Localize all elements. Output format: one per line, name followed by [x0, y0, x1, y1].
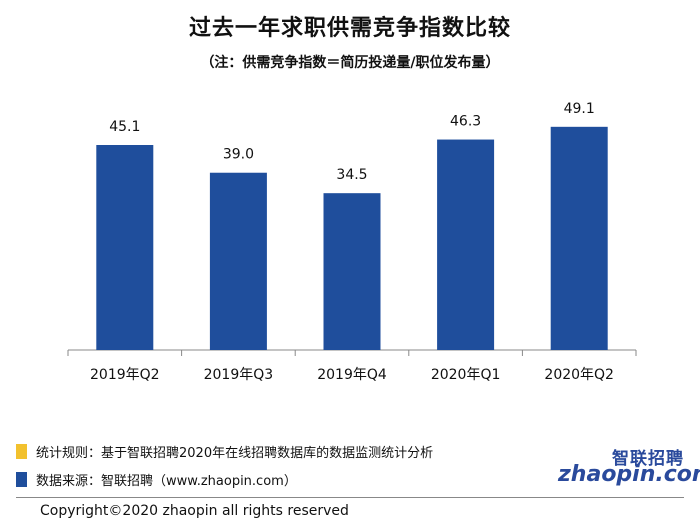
yellow-square-icon [16, 444, 27, 459]
x-tick-label: 2020年Q1 [431, 367, 501, 383]
copyright-text: Copyright©2020 zhaopin all rights reserv… [40, 503, 349, 519]
bar-value-label: 39.0 [223, 147, 254, 163]
note-source-text: 数据来源：智联招聘（www.zhaopin.com） [36, 474, 297, 489]
bar [437, 139, 495, 350]
x-tick-label: 2019年Q3 [204, 367, 274, 383]
chart-title: 过去一年求职供需竞争指数比较 [188, 16, 511, 41]
x-tick-label: 2020年Q2 [544, 367, 614, 383]
note-rule: 统计规则：基于智联招聘2020年在线招聘数据库的数据监测统计分析 [16, 442, 433, 461]
chart-subtitle: （注：供需竞争指数＝简历投递量/职位发布量） [200, 55, 500, 71]
logo-en-text: zhaopin.com [558, 462, 700, 487]
x-tick-label: 2019年Q4 [317, 367, 387, 383]
bar-value-label: 45.1 [109, 119, 140, 135]
bar [209, 172, 267, 350]
bar-chart: 45.1 2019年Q2 39.0 2019年Q3 34.5 2019年Q4 46.3 202… [67, 101, 637, 383]
bar [550, 126, 608, 351]
bar [96, 145, 154, 350]
note-rule-text: 统计规则：基于智联招聘2020年在线招聘数据库的数据监测统计分析 [36, 446, 434, 461]
zhaopin-logo: 智联招聘 zhaopin.com [558, 444, 700, 492]
logo-cn-text: 智联招聘 [612, 449, 684, 469]
bar [323, 193, 381, 350]
blue-square-icon [16, 472, 27, 487]
bar-value-label: 49.1 [564, 101, 595, 117]
x-tick-label: 2019年Q2 [90, 367, 160, 383]
note-source: 数据来源：智联招聘（www.zhaopin.com） [16, 470, 297, 489]
footer-divider [16, 497, 684, 498]
bar-value-label: 46.3 [450, 114, 481, 130]
bar-value-label: 34.5 [336, 167, 367, 183]
